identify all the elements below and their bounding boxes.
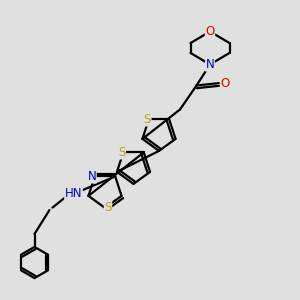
Text: N: N (87, 170, 96, 183)
Text: S: S (144, 113, 151, 126)
Text: S: S (118, 146, 125, 159)
Text: O: O (220, 76, 230, 90)
Text: O: O (206, 25, 214, 38)
Text: HN: HN (65, 187, 82, 200)
Text: S: S (104, 201, 112, 214)
Text: N: N (206, 58, 214, 71)
